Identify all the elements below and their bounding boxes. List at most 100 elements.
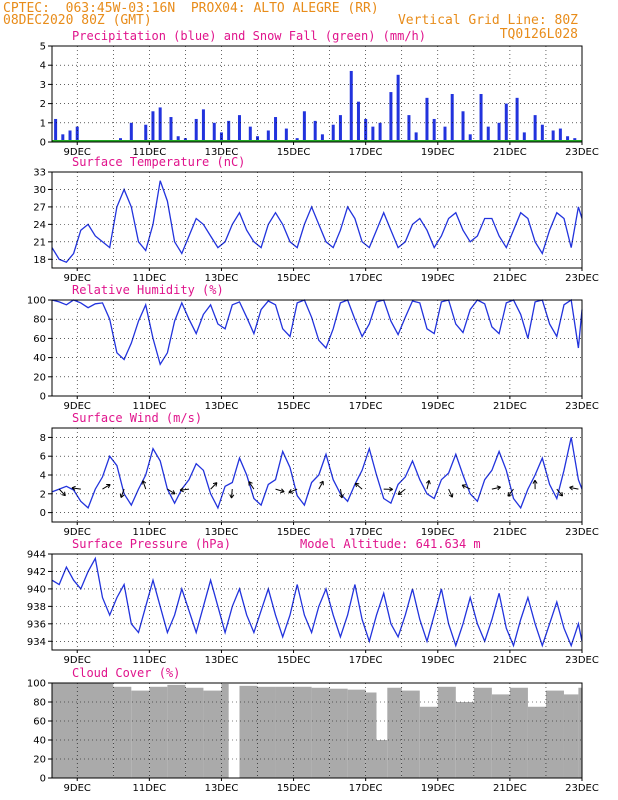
precip-bar	[302, 111, 306, 142]
x-tick-label: 13DEC	[205, 655, 239, 666]
cloud-bar	[149, 686, 168, 778]
y-tick-label: 20	[33, 372, 46, 383]
y-tick-label: 934	[27, 637, 46, 648]
cloud-bar	[365, 692, 377, 778]
header-model: TQ0126L028	[499, 27, 578, 42]
x-tick-label: 19DEC	[421, 783, 455, 794]
cloud-bar	[578, 687, 582, 778]
precip-bar	[486, 126, 490, 142]
x-tick-label: 17DEC	[349, 147, 383, 158]
y-tick-label: 21	[33, 237, 46, 248]
y-tick-label: 2	[40, 489, 46, 500]
wind-arrowhead	[397, 490, 403, 496]
x-tick-label: 11DEC	[132, 655, 166, 666]
cloud-bar	[545, 690, 564, 778]
x-tick-label: 21DEC	[493, 273, 527, 284]
panel-title: Surface Wind (m/s)	[72, 411, 202, 425]
x-tick-label: 13DEC	[205, 401, 239, 412]
y-tick-label: 0	[40, 508, 46, 519]
x-tick-label: 21DEC	[493, 655, 527, 666]
wind-arrowhead	[558, 491, 564, 497]
wind-arrowhead	[229, 494, 235, 499]
x-tick-label: 19DEC	[421, 273, 455, 284]
wind-vector	[556, 488, 563, 497]
y-tick-label: 942	[27, 567, 46, 578]
y-tick-label: 8	[40, 433, 46, 444]
wind-vector	[339, 489, 343, 499]
x-tick-label: 23DEC	[565, 655, 599, 666]
x-tick-label: 9DEC	[64, 655, 91, 666]
wind-vector	[354, 482, 363, 490]
panel-title: Cloud Cover (%)	[72, 666, 180, 680]
panel-title: Relative Humidity (%)	[72, 283, 224, 297]
precip-bar	[331, 124, 335, 142]
wind-arrowhead	[106, 483, 111, 489]
x-tick-label: 21DEC	[493, 783, 527, 794]
precip-bar	[533, 115, 537, 142]
cloud-bar	[491, 694, 510, 778]
wind-arrowhead	[388, 486, 393, 492]
precip-bar	[194, 118, 198, 142]
panel-5: Surface Pressure (hPa) Model Altitude: 64…	[27, 537, 599, 666]
precip-bar	[414, 132, 418, 142]
y-tick-label: 938	[27, 602, 46, 613]
cloud-bar	[293, 686, 312, 778]
x-tick-label: 11DEC	[132, 273, 166, 284]
x-tick-label: 17DEC	[349, 783, 383, 794]
precip-bar	[479, 94, 483, 142]
precip-bar	[349, 70, 353, 142]
y-tick-label: 4	[40, 471, 46, 482]
wind-vector	[491, 486, 501, 490]
panel-frame	[51, 553, 583, 651]
x-tick-label: 13DEC	[205, 147, 239, 158]
y-tick-label: 3	[40, 80, 46, 91]
wind-vector	[569, 486, 579, 490]
wind-vector	[230, 489, 233, 499]
y-tick-label: 4	[40, 61, 46, 72]
wind-arrowhead	[425, 480, 431, 485]
precip-bar	[338, 115, 342, 142]
wind-arrowhead	[569, 485, 574, 491]
y-tick-label: 100	[27, 296, 46, 307]
precip-bar	[497, 122, 501, 142]
y-tick-label: 940	[27, 584, 46, 595]
wind-arrowhead	[461, 484, 467, 489]
wind-vector	[288, 488, 298, 493]
wind-vector	[142, 480, 147, 490]
precip-bar	[389, 92, 393, 142]
precip-bar	[219, 132, 223, 142]
y-tick-label: 6	[40, 452, 46, 463]
y-tick-label: 18	[33, 255, 46, 266]
panel-3: Relative Humidity (%) 0 20 40 60 80 100 9DEC 11D…	[27, 283, 599, 412]
x-tick-label: 15DEC	[277, 655, 311, 666]
precip-bar	[61, 134, 65, 142]
x-tick-label: 23DEC	[565, 147, 599, 158]
wind-arrowhead	[119, 493, 125, 498]
wind-vector	[102, 484, 111, 490]
y-tick-label: 24	[33, 220, 46, 231]
wind-arrowhead	[496, 485, 501, 491]
x-tick-label: 15DEC	[277, 147, 311, 158]
header-station: CPTEC: 063:45W-03:16N PROX04: ALTO ALEGR…	[3, 1, 379, 16]
panel-title: Surface Pressure (hPa)	[72, 537, 231, 551]
y-tick-label: 2	[40, 99, 46, 110]
cloud-bar	[387, 687, 402, 778]
precip-bar	[432, 118, 436, 142]
x-tick-label: 13DEC	[205, 783, 239, 794]
x-tick-label: 15DEC	[277, 527, 311, 538]
precip-bar	[68, 130, 72, 142]
wind-arrowhead	[338, 494, 344, 499]
precip-bar	[407, 115, 411, 142]
x-tick-label: 19DEC	[421, 655, 455, 666]
panel-frame	[51, 45, 583, 143]
cloud-bar	[275, 686, 294, 778]
panel-title: Precipitation (blue) and Snow Fall (gree…	[72, 29, 426, 43]
precip-bar	[266, 130, 270, 142]
x-tick-label: 11DEC	[132, 401, 166, 412]
cloud-bar	[131, 690, 150, 778]
y-tick-label: 0	[40, 138, 46, 149]
x-tick-label: 17DEC	[349, 655, 383, 666]
series-line	[51, 437, 583, 510]
wind-vector	[426, 480, 430, 490]
